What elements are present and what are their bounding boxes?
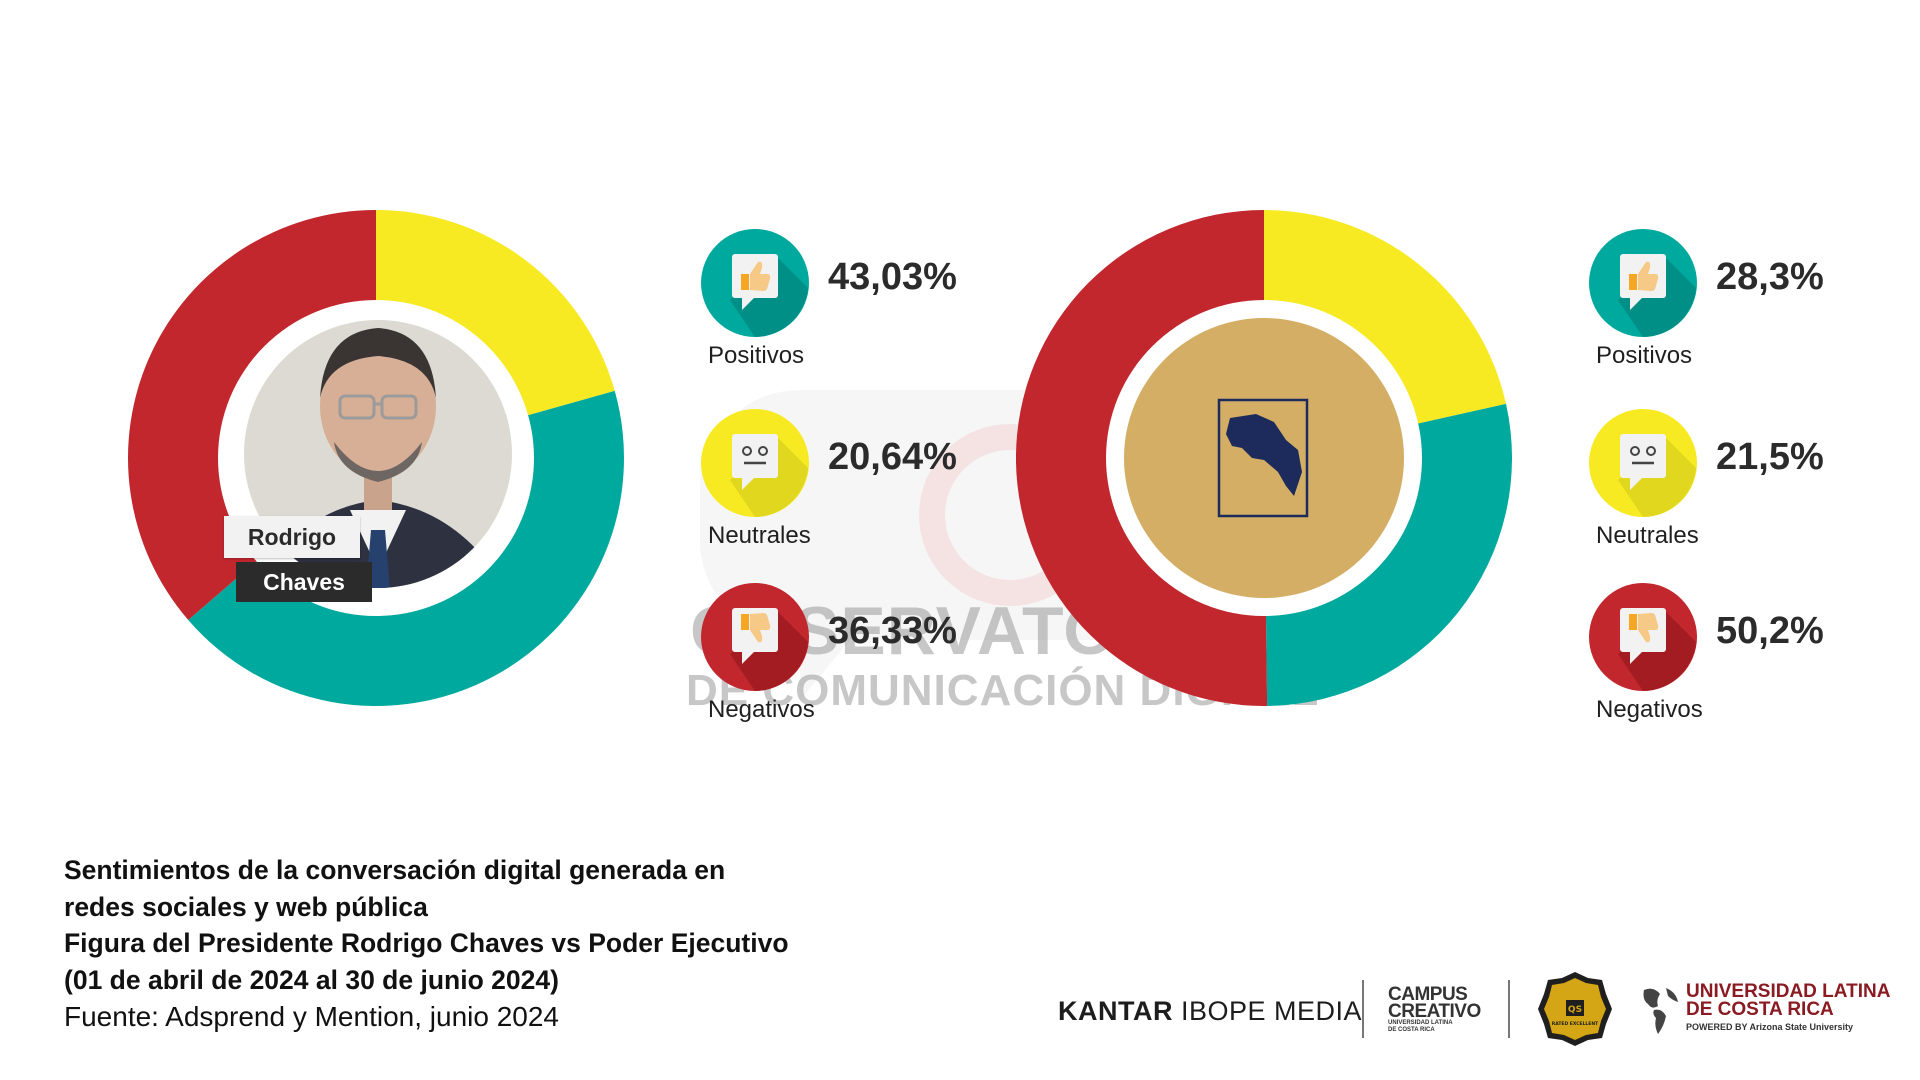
name-tag-first: Rodrigo xyxy=(224,516,360,558)
legend-label-negativos-2: Negativos xyxy=(1596,696,1703,723)
donut-chart-chaves xyxy=(128,210,624,706)
value-label-neutrales: 20,64% xyxy=(828,436,957,478)
legend-label-neutrales-2: Neutrales xyxy=(1596,522,1699,549)
campus-creativo-logo: CAMPUS CREATIVO UNIVERSIDAD LATINA DE CO… xyxy=(1388,984,1481,1034)
legend-item-negativos-2: 50,2% Negativos xyxy=(1588,582,1888,723)
legend-label-positivos: Positivos xyxy=(708,342,805,369)
caption-line-3: Figura del Presidente Rodrigo Chaves vs … xyxy=(64,928,789,958)
value-label-negativos: 36,33% xyxy=(828,610,957,652)
thumbs-up-icon xyxy=(1589,229,1697,337)
caption-source: Fuente: Adsprend y Mention, junio 2024 xyxy=(64,1001,560,1032)
thumbs-down-icon xyxy=(701,583,809,691)
legend-label-neutrales: Neutrales xyxy=(708,522,811,549)
neutral-face-icon xyxy=(1589,409,1697,517)
ulatina-line-3: POWERED BY Arizona State University xyxy=(1686,1022,1854,1032)
kantar-ibope-logo: KANTAR IBOPE MEDIA xyxy=(1058,996,1362,1027)
badge-text: QS xyxy=(1568,1005,1582,1015)
value-label-neutrales-2: 21,5% xyxy=(1716,436,1824,478)
globe-icon xyxy=(1643,988,1678,1034)
legend-item-neutrales-2: 21,5% Neutrales xyxy=(1588,408,1888,549)
kantar-logo-rest: IBOPE MEDIA xyxy=(1172,996,1363,1026)
caption-line-4: (01 de abril de 2024 al 30 de junio 2024… xyxy=(64,964,559,995)
legend-item-positivos: 43,03% Positivos xyxy=(700,228,1000,369)
qs-rating-badge-icon: QS RATED EXCELLENT xyxy=(1538,972,1612,1046)
name-tag-last: Chaves xyxy=(236,562,372,602)
badge-sub: RATED EXCELLENT xyxy=(1552,1021,1599,1027)
legend-item-positivos-2: 28,3% Positivos xyxy=(1588,228,1888,369)
ulatina-line-2: DE COSTA RICA xyxy=(1686,999,1834,1020)
caption-line-2: redes sociales y web pública xyxy=(64,891,428,922)
legend-label-negativos: Negativos xyxy=(708,696,815,723)
legend-item-negativos: 36,33% Negativos xyxy=(700,582,1000,723)
thumbs-up-icon xyxy=(701,229,809,337)
value-label-negativos-2: 50,2% xyxy=(1716,610,1824,652)
value-label-positivos: 43,03% xyxy=(828,256,957,298)
campus-sub-2: DE COSTA RICA xyxy=(1388,1027,1435,1033)
legend-label-positivos-2: Positivos xyxy=(1596,342,1693,369)
donut-chart-poder-ejecutivo xyxy=(1016,210,1512,706)
kantar-logo-bold: KANTAR xyxy=(1058,996,1173,1026)
thumbs-down-icon xyxy=(1589,583,1697,691)
universidad-latina-logo: UNIVERSIDAD LATINA DE COSTA RICA POWERED… xyxy=(1636,980,1898,1040)
legend-item-neutrales: 20,64% Neutrales xyxy=(700,408,1000,549)
campus-line-2: CREATIVO xyxy=(1388,1001,1481,1022)
campus-sub-1: UNIVERSIDAD LATINA xyxy=(1388,1020,1453,1026)
neutral-face-icon xyxy=(701,409,809,517)
ulatina-line-1: UNIVERSIDAD LATINA xyxy=(1686,981,1891,1002)
caption: Sentimientos de la conversación digital … xyxy=(64,852,964,1036)
value-label-positivos-2: 28,3% xyxy=(1716,256,1824,298)
campus-line-1: CAMPUS xyxy=(1388,984,1468,1005)
logo-divider xyxy=(1508,980,1510,1038)
footer-logos: KANTAR IBOPE MEDIA CAMPUS CREATIVO UNIVE… xyxy=(1058,968,1898,1068)
costa-rica-map-icon xyxy=(1217,398,1309,518)
caption-line-1: Sentimientos de la conversación digital … xyxy=(64,855,726,885)
logo-divider xyxy=(1362,980,1364,1038)
